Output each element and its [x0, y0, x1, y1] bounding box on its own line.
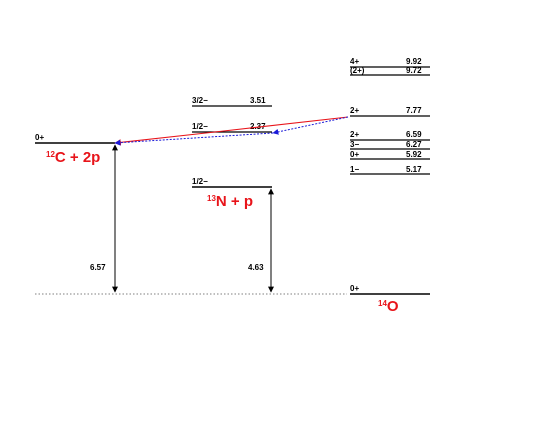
n13-gap-value: 4.63: [248, 263, 264, 272]
decay-arrows: [114, 116, 349, 146]
o14-ground-spin: 0+: [350, 284, 359, 293]
o14-level-9.72-spin: (2+): [350, 66, 365, 75]
o14-level-5.17-spin: 1−: [350, 165, 359, 174]
n13-level-spin: 1/2−: [192, 177, 208, 186]
blue-decay-arrow-to-n13: [272, 116, 349, 135]
red-decay-arrow: [114, 116, 349, 146]
n13-level-3.51-spin: 3/2−: [192, 96, 208, 105]
c12-label-text: C + 2p: [55, 149, 100, 166]
o14-level-6.27-spin: 3−: [350, 140, 359, 149]
n13-label-text: N + p: [216, 193, 253, 210]
n13-level-2.37-energy: 2.37: [250, 122, 266, 131]
o14-level-6.27-energy: 6.27: [406, 140, 422, 149]
o14-level-7.77-energy: 7.77: [406, 106, 422, 115]
o14-nucleus-label: 14O: [378, 298, 399, 315]
c12-level-spin: 0+: [35, 133, 44, 142]
c12-nucleus-label: 12C + 2p: [46, 149, 100, 166]
o14-level-6.59-spin: 2+: [350, 130, 359, 139]
o14-mass-number: 14: [378, 299, 387, 308]
o14-level-7.77-spin: 2+: [350, 106, 359, 115]
n13-level-3.51-energy: 3.51: [250, 96, 266, 105]
o14-level-9.92-energy: 9.92: [406, 57, 422, 66]
o14-level-6.59-energy: 6.59: [406, 130, 422, 139]
o14-level-scheme: 0+ 14O 4+ 9.92 (2+) 9.72 2+ 7.77 2+ 6.59…: [350, 57, 430, 315]
o14-level-5.17-energy: 5.17: [406, 165, 422, 174]
o14-level-9.92-spin: 4+: [350, 57, 359, 66]
blue-decay-arrow-to-c12: [114, 132, 274, 146]
c12-threshold: 0+ 12C + 2p 6.57: [35, 133, 118, 293]
c12-mass-number: 12: [46, 150, 55, 159]
n13-nucleus-label: 13N + p: [207, 193, 253, 210]
n13-threshold: 1/2− 13N + p 4.63 1/2− 2.37 3/2− 3.51: [192, 96, 274, 293]
c12-gap-value: 6.57: [90, 263, 106, 272]
n13-mass-number: 13: [207, 194, 216, 203]
o14-label-text: O: [387, 298, 399, 315]
n13-level-2.37-spin: 1/2−: [192, 122, 208, 131]
o14-level-5.92-spin: 0+: [350, 150, 359, 159]
o14-level-9.72-energy: 9.72: [406, 66, 422, 75]
o14-level-5.92-energy: 5.92: [406, 150, 422, 159]
